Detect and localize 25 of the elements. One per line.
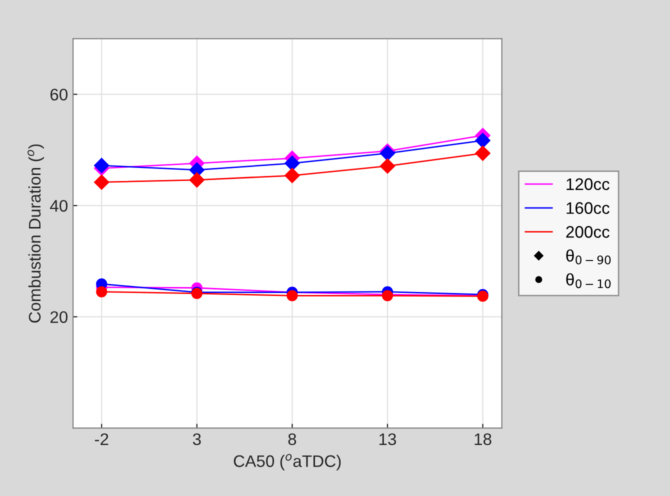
point [284, 168, 300, 184]
point [286, 290, 298, 302]
text: θ$_{0−90}$ [566, 249, 611, 264]
x-axis-title: CA50 ($^{o}$aTDC) [234, 454, 341, 470]
y-tick-label: 40 [50, 200, 68, 212]
text: θ$_{0−10}$ [566, 273, 611, 288]
y-tick-label: 60 [50, 88, 68, 101]
y-tick-label: 20 [50, 311, 68, 324]
x-tick-label: 3 [192, 433, 201, 446]
point [284, 156, 300, 171]
point [94, 158, 110, 174]
point [380, 158, 396, 174]
legend-label: 120cc [566, 178, 610, 190]
point [475, 132, 490, 148]
legend-label: 160cc [566, 202, 610, 214]
x-tick-label: 8 [288, 433, 296, 446]
y-axis-title: Combustion Duration ($^{o}$) [28, 144, 44, 323]
point [475, 146, 490, 161]
point [96, 286, 108, 298]
legend-label: 200cc [566, 226, 610, 238]
x-tick-label: 13 [379, 433, 396, 446]
point [189, 172, 204, 188]
point [94, 174, 110, 190]
x-tick-label: 18 [474, 433, 492, 446]
x-tick-label: -2 [94, 433, 108, 445]
